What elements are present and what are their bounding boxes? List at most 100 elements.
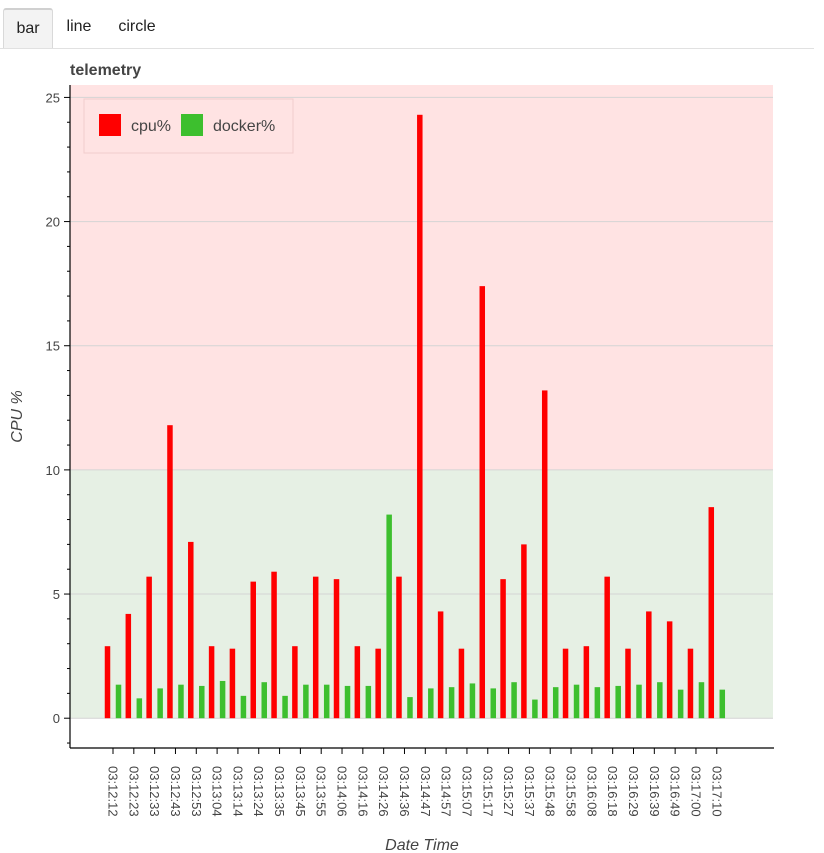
bar-docker-4: [199, 685, 205, 719]
bar-cpu-4: [188, 541, 194, 719]
x-tick-label: 03:13:45: [293, 766, 308, 817]
bar-docker-11: [344, 685, 351, 719]
x-tick-label: 03:13:35: [272, 766, 287, 817]
bar-cpu-10: [312, 576, 319, 719]
bar-cpu-21: [541, 390, 548, 719]
y-tick-label: 20: [46, 215, 60, 230]
bar-cpu-15: [417, 114, 423, 719]
x-tick-label: 03:16:18: [605, 766, 620, 817]
bar-cpu-8: [271, 571, 277, 719]
x-tick-label: 03:12:33: [147, 766, 162, 817]
axes: 0 5 10 15 20 25 03:12:12 03:12:23 03:12:33 03:12:…: [46, 85, 774, 817]
y-tick-label: 15: [46, 339, 60, 354]
bar-docker-20: [532, 699, 538, 719]
bar-docker-9: [303, 684, 309, 719]
x-tick-label: 03:14:57: [439, 766, 454, 817]
bar-docker-3: [178, 684, 184, 719]
bar-cpu-24: [604, 576, 610, 719]
bar-cpu-18: [479, 286, 486, 719]
chart-title: telemetry: [70, 62, 141, 79]
bar-cpu-0: [104, 646, 111, 719]
bar-cpu-1: [125, 613, 132, 719]
bars-group: [104, 114, 726, 719]
bar-docker-27: [677, 689, 684, 719]
x-tick-label: 03:14:16: [355, 766, 370, 817]
y-tick-label: 25: [46, 90, 60, 105]
y-axis-label: CPU %: [9, 390, 26, 442]
bar-cpu-7: [250, 581, 256, 719]
bar-docker-21: [552, 687, 559, 719]
bar-cpu-25: [625, 648, 631, 719]
x-tick-label: 03:16:39: [647, 766, 662, 817]
x-tick-label: 03:15:37: [522, 766, 537, 817]
bar-docker-15: [428, 688, 434, 719]
bar-docker-10: [323, 684, 330, 719]
x-tick-label: 03:14:36: [397, 766, 412, 817]
bar-docker-1: [136, 698, 143, 719]
x-tick-label: 03:12:53: [189, 766, 204, 817]
bar-cpu-14: [396, 576, 402, 719]
bar-cpu-23: [583, 646, 590, 719]
bar-docker-5: [219, 680, 226, 719]
bar-cpu-3: [167, 425, 173, 719]
tab-circle-chart[interactable]: circle: [118, 18, 156, 35]
bar-cpu-12: [354, 646, 361, 719]
bar-docker-13: [386, 514, 392, 719]
bar-cpu-17: [458, 648, 465, 719]
x-tick-label: 03:12:43: [168, 766, 183, 817]
bar-docker-8: [282, 695, 288, 719]
bar-docker-26: [657, 682, 663, 719]
x-tick-label: 03:15:48: [543, 766, 558, 817]
bar-docker-28: [698, 682, 705, 719]
x-tick-label: 03:15:27: [501, 766, 516, 817]
legend-label-docker: docker%: [213, 118, 275, 135]
legend-swatch-cpu: [99, 114, 121, 136]
y-tick-label: 10: [46, 463, 60, 478]
legend-label-cpu: cpu%: [131, 118, 171, 135]
bar-cpu-28: [687, 648, 694, 719]
x-tick-label: 03:15:07: [459, 766, 474, 817]
x-tick-label: 03:13:55: [314, 766, 329, 817]
x-tick-label: 03:13:04: [210, 766, 225, 817]
bar-cpu-20: [521, 544, 527, 719]
x-tick-label: 03:13:24: [251, 766, 266, 817]
bar-docker-23: [594, 687, 601, 719]
bar-docker-14: [407, 697, 413, 719]
x-tick-label: 03:12:23: [126, 766, 141, 817]
bar-docker-17: [469, 683, 476, 719]
x-axis-label: Date Time: [385, 837, 459, 853]
bar-docker-7: [261, 682, 267, 719]
bar-docker-2: [157, 688, 163, 719]
x-tick-label: 03:16:08: [584, 766, 599, 817]
bar-cpu-2: [146, 576, 152, 719]
bar-cpu-27: [666, 621, 673, 719]
x-tick-label: 03:17:00: [688, 766, 703, 817]
telemetry-chart: telemetry 0 5 10 15 20 25 03:12:12 03:12:23 03:1…: [9, 62, 774, 853]
bar-docker-16: [448, 687, 455, 719]
bar-docker-29: [719, 689, 726, 719]
y-tick-label: 5: [53, 587, 60, 602]
x-tick-label: 03:13:14: [230, 766, 245, 817]
bar-docker-25: [636, 684, 642, 719]
legend[interactable]: cpu% docker%: [83, 98, 294, 154]
bar-cpu-9: [292, 646, 298, 719]
tab-bar: bar line circle: [0, 0, 814, 49]
x-tick-label: 03:15:17: [480, 766, 495, 817]
tab-bar-chart[interactable]: bar: [3, 8, 53, 48]
x-tick-label: 03:14:47: [418, 766, 433, 817]
x-tick-label: 03:16:49: [668, 766, 683, 817]
y-tick-label: 0: [53, 711, 60, 726]
x-tick-label: 03:14:06: [335, 766, 350, 817]
bar-cpu-5: [208, 646, 215, 719]
x-tick-label: 03:15:58: [564, 766, 579, 817]
bar-cpu-16: [437, 611, 444, 719]
tab-line-chart[interactable]: line: [66, 18, 92, 35]
bar-docker-0: [115, 684, 122, 719]
x-tick-label: 03:14:26: [376, 766, 391, 817]
bar-docker-18: [490, 688, 497, 719]
bar-docker-6: [240, 695, 247, 719]
bar-cpu-22: [562, 648, 569, 719]
bar-cpu-19: [500, 579, 506, 719]
bar-docker-12: [365, 685, 372, 719]
bar-cpu-29: [708, 507, 715, 719]
